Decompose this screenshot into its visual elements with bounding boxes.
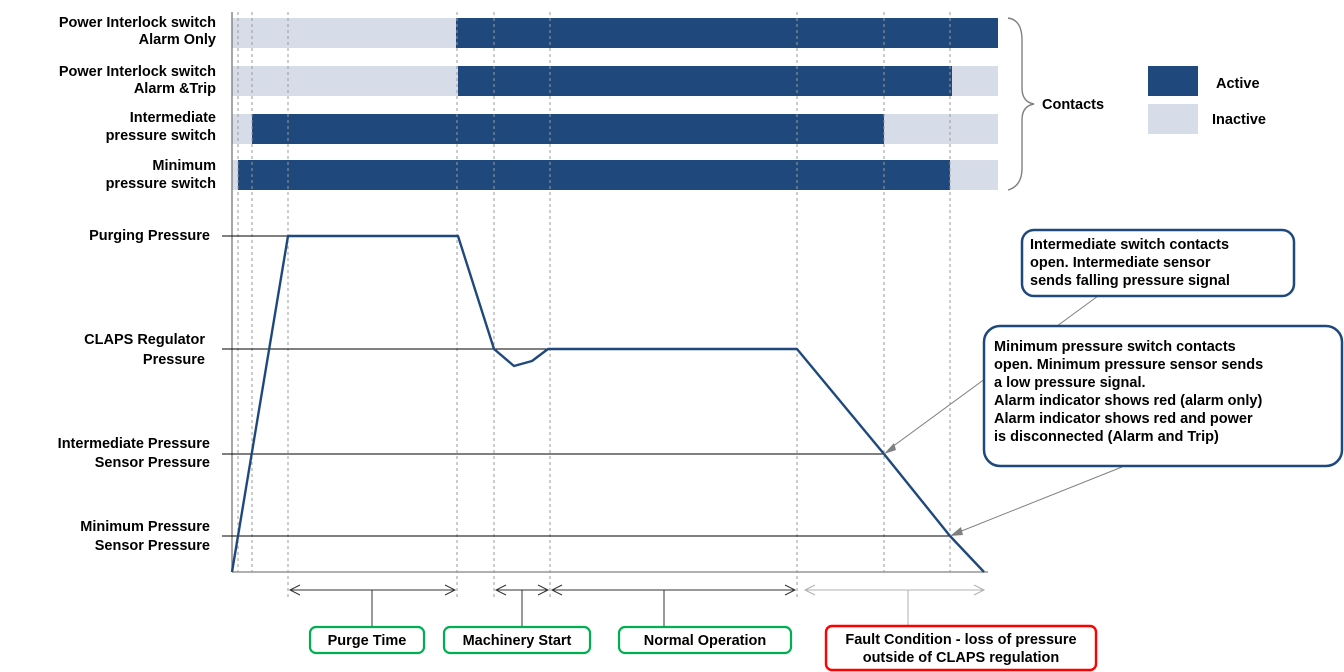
intermediate-callout: Intermediate switch contacts open. Inter… [1020,228,1296,298]
intermediate-pointer-head [884,443,896,454]
pressure-level-labels: Purging Pressure CLAPS Regulator Pressur… [58,228,210,554]
purge-arrow-right-head [444,584,457,596]
bar-alarm-trip-active [458,66,952,96]
contact-row-labels: Power Interlock switch Alarm Only Power … [59,15,216,192]
legend-inactive-label: Inactive [1212,112,1266,128]
normal-arrow-left-head [550,584,563,596]
event-lines [237,12,951,600]
row-label-2a: Power Interlock switch [59,64,216,80]
purge-arrow-left-head [288,584,301,596]
minimum-label-1: Minimum Pressure [80,519,210,535]
row-label-1a: Power Interlock switch [59,15,216,31]
intermediate-label-1: Intermediate Pressure [58,436,210,452]
fault-label-2: outside of CLAPS regulation [863,650,1060,666]
bar-alarm-only-active [456,18,998,48]
machinery-box [442,625,592,655]
row-label-3b: pressure switch [106,128,216,144]
purge-label: Purge Time [328,633,407,649]
row-label-1b: Alarm Only [139,32,216,48]
pressure-level-lines [222,235,950,537]
contact-bars [232,18,998,190]
machinery-arrow-right-head [537,584,550,596]
minimum-callout-line3: a low pressure signal. [994,375,1146,391]
legend-inactive-swatch [1148,104,1198,134]
fault-arrow-right-head [973,584,986,596]
minimum-pointer-head [950,527,963,536]
claps-label-2: Pressure [143,352,205,368]
intermediate-callout-box [1020,228,1296,298]
bar-minimum-active [238,160,950,190]
intermediate-callout-line1: Intermediate switch contacts [1030,237,1229,253]
row-label-2b: Alarm &Trip [134,81,216,97]
fault-arrow-left-head [803,584,816,596]
machinery-arrow-left-head [494,584,507,596]
machinery-label: Machinery Start [463,633,572,649]
legend-active-swatch [1148,66,1198,96]
fault-arrow-group [803,584,986,626]
fault-box [824,624,1098,672]
intermediate-callout-line3: sends falling pressure signal [1030,273,1230,289]
contacts-label: Contacts [1042,97,1104,113]
minimum-callout-line5: Alarm indicator shows red and power [994,411,1253,427]
minimum-callout-line2: open. Minimum pressure sensor sends [994,357,1263,373]
minimum-callout-line1: Minimum pressure switch contacts [994,339,1236,355]
legend-active-label: Active [1216,76,1260,92]
fault-label-1: Fault Condition - loss of pressure [845,632,1076,648]
minimum-callout-line6: is disconnected (Alarm and Trip) [994,429,1219,445]
bar-intermediate-active [252,114,884,144]
minimum-label-2: Sensor Pressure [95,538,210,554]
row-label-3a: Intermediate [130,110,216,126]
intermediate-label-2: Sensor Pressure [95,455,210,471]
normal-arrow-right-head [784,584,797,596]
claps-label-1: CLAPS Regulator [84,332,205,348]
legend: Active Inactive [1148,66,1266,134]
normal-label: Normal Operation [644,633,766,649]
minimum-callout: Minimum pressure switch contacts open. M… [982,324,1344,468]
purging-pressure-label: Purging Pressure [89,228,210,244]
row-label-4a: Minimum [152,158,216,174]
phase-arrows [288,584,797,628]
intermediate-callout-line2: open. Intermediate sensor [1030,255,1211,271]
minimum-callout-box [982,324,1344,468]
row-label-4b: pressure switch [106,176,216,192]
minimum-callout-line4: Alarm indicator shows red (alarm only) [994,393,1262,409]
purge-box [308,625,426,655]
phase-labels: Purge Time Machinery Start Normal Operat… [308,624,1098,672]
contacts-brace [1007,17,1035,191]
minimum-pointer [953,466,1123,535]
normal-box [617,625,793,655]
pressure-trace [230,234,985,573]
